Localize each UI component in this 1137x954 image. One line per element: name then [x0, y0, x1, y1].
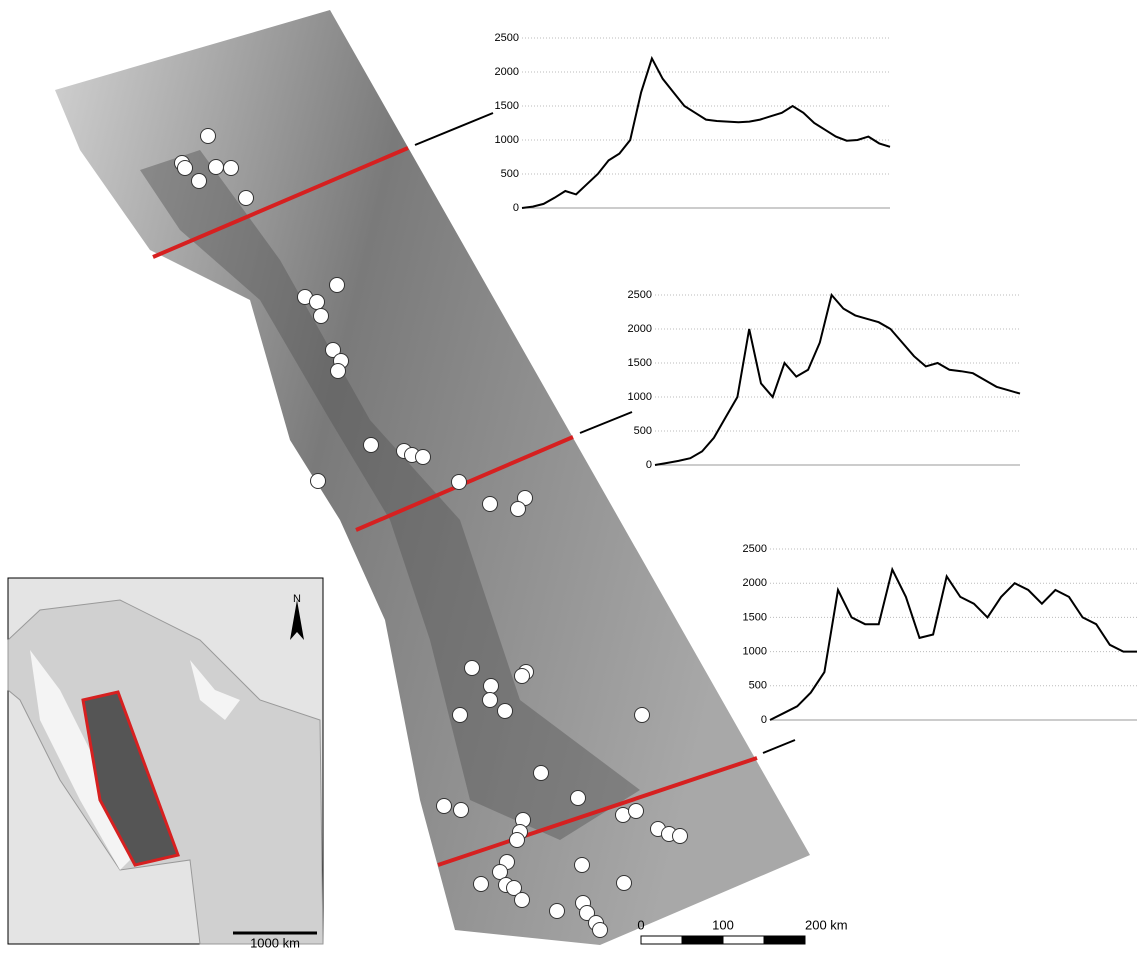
profile-chart: 0 500 1000 1500 2000 2500 [743, 543, 1137, 726]
elevation-profile [770, 570, 1137, 721]
site [511, 502, 526, 517]
connector [763, 740, 795, 753]
profile-chart: 0 500 1000 1500 2000 2500 [495, 32, 890, 214]
site [515, 893, 530, 908]
site [483, 693, 498, 708]
y-tick-label: 2500 [628, 289, 652, 301]
site [510, 833, 525, 848]
profile-chart: 0 500 1000 1500 2000 2500 [628, 289, 1020, 471]
site [311, 474, 326, 489]
y-tick-label: 2000 [495, 66, 519, 78]
inset-scale-label: 1000 km [250, 935, 300, 950]
y-tick-label: 2500 [495, 32, 519, 44]
y-tick-label: 500 [749, 680, 767, 692]
site [571, 791, 586, 806]
site [629, 804, 644, 819]
scale-segment [764, 936, 805, 944]
figure: N 1000 km 0 100 200 km 05001000150020002… [0, 0, 1137, 954]
site [364, 438, 379, 453]
site [178, 161, 193, 176]
elevation-profile [522, 58, 890, 208]
y-tick-label: 0 [761, 714, 767, 726]
site [484, 679, 499, 694]
site [550, 904, 565, 919]
site [474, 877, 489, 892]
site [515, 669, 530, 684]
site [534, 766, 549, 781]
scale-segment [641, 936, 682, 944]
site [310, 295, 325, 310]
site [416, 450, 431, 465]
y-tick-label: 500 [634, 425, 652, 437]
site [498, 704, 513, 719]
y-tick-label: 2000 [743, 577, 767, 589]
site [483, 497, 498, 512]
site [192, 174, 207, 189]
site [224, 161, 239, 176]
scale-label: 200 km [805, 917, 848, 932]
site [593, 923, 608, 938]
site [314, 309, 329, 324]
site [454, 803, 469, 818]
site [437, 799, 452, 814]
site [575, 858, 590, 873]
y-tick-label: 1000 [628, 391, 652, 403]
scale-segment [682, 936, 723, 944]
connector [415, 113, 493, 145]
scale-label: 100 [712, 917, 734, 932]
y-tick-label: 2500 [743, 543, 767, 555]
y-tick-label: 1000 [495, 134, 519, 146]
site [201, 129, 216, 144]
elevation-profile [655, 295, 1020, 465]
site [330, 278, 345, 293]
site [239, 191, 254, 206]
north-label: N [293, 593, 301, 605]
site [209, 160, 224, 175]
site [465, 661, 480, 676]
site [635, 708, 650, 723]
scale-segment [723, 936, 764, 944]
y-tick-label: 1500 [495, 100, 519, 112]
inset-map: N 1000 km [8, 578, 323, 950]
connector [580, 412, 632, 433]
y-tick-label: 500 [501, 168, 519, 180]
y-tick-label: 0 [513, 202, 519, 214]
site [617, 876, 632, 891]
site [453, 708, 468, 723]
site [673, 829, 688, 844]
y-tick-label: 2000 [628, 323, 652, 335]
site [452, 475, 467, 490]
scale-label: 0 [637, 917, 644, 932]
scale-bar: 0 100 200 km [637, 917, 847, 944]
y-tick-label: 0 [646, 459, 652, 471]
y-tick-label: 1000 [743, 646, 767, 658]
site [331, 364, 346, 379]
y-tick-label: 1500 [743, 611, 767, 623]
y-tick-label: 1500 [628, 357, 652, 369]
